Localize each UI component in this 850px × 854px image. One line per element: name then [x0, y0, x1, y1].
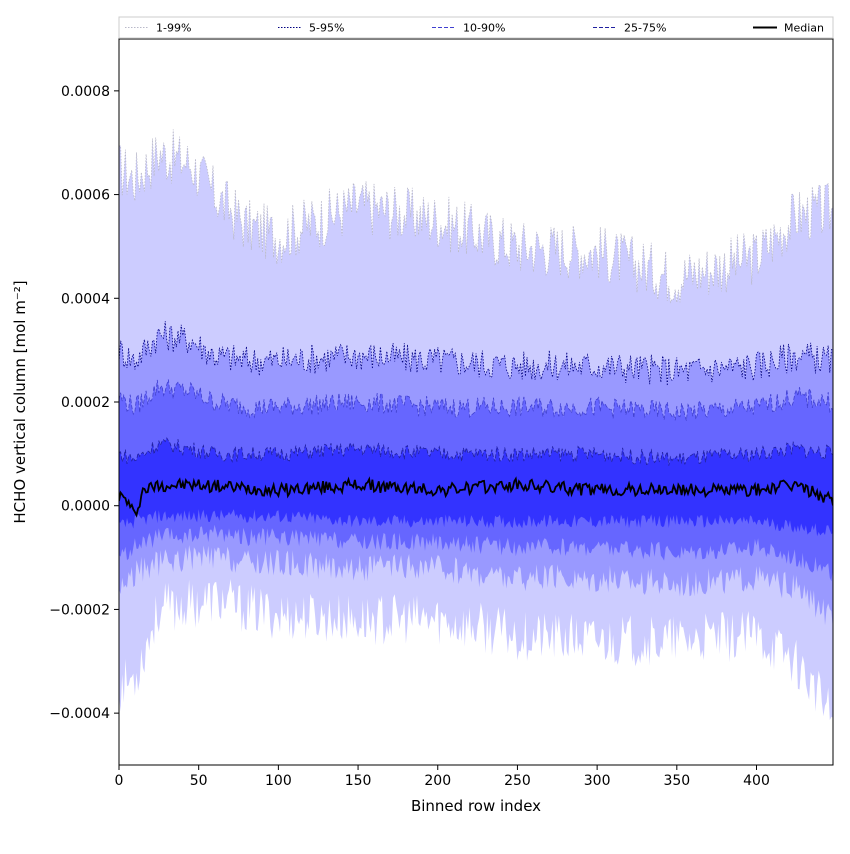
x-tick-label: 50: [190, 773, 208, 789]
legend-label-10-90pct: 10-90%: [463, 22, 505, 35]
legend-label-median: Median: [784, 22, 824, 35]
plot-area: [119, 129, 833, 720]
band-upper-line-5-95pct: [119, 321, 833, 386]
x-axis: 0 50 100 150 200 250 300 350 400: [115, 765, 770, 789]
y-tick-label: 0.0004: [61, 291, 110, 307]
y-tick-label: −0.0004: [49, 706, 110, 722]
x-tick-label: 150: [345, 773, 372, 789]
legend-label-25-75pct: 25-75%: [624, 22, 666, 35]
x-tick-label: 300: [584, 773, 611, 789]
x-tick-label: 100: [265, 773, 292, 789]
band-upper-line-25-75pct: [119, 437, 833, 466]
y-tick-label: 0.0002: [61, 395, 110, 411]
legend-label-5-95pct: 5-95%: [309, 22, 344, 35]
y-tick-label: −0.0002: [49, 602, 110, 618]
y-tick-label: 0.0008: [61, 84, 110, 100]
band-upper-line-1-99pct: [119, 129, 833, 304]
y-tick-label: 0.0006: [61, 188, 110, 204]
legend-label-1-99pct: 1-99%: [156, 22, 191, 35]
legend: 1-99% 5-95% 10-90% 25-75% Median: [118, 16, 834, 39]
x-tick-label: 400: [743, 773, 770, 789]
x-tick-label: 200: [424, 773, 451, 789]
x-tick-label: 250: [504, 773, 531, 789]
median-line: [119, 476, 833, 518]
y-axis-label: HCHO vertical column [mol m⁻²]: [11, 280, 29, 523]
x-axis-label: Binned row index: [411, 797, 541, 815]
y-tick-label: 0.0000: [61, 499, 110, 515]
y-axis: −0.0004 −0.0002 0.0000 0.0002 0.0004 0.0006 0.…: [49, 84, 119, 722]
x-tick-label: 350: [663, 773, 690, 789]
x-tick-label: 0: [115, 773, 124, 789]
